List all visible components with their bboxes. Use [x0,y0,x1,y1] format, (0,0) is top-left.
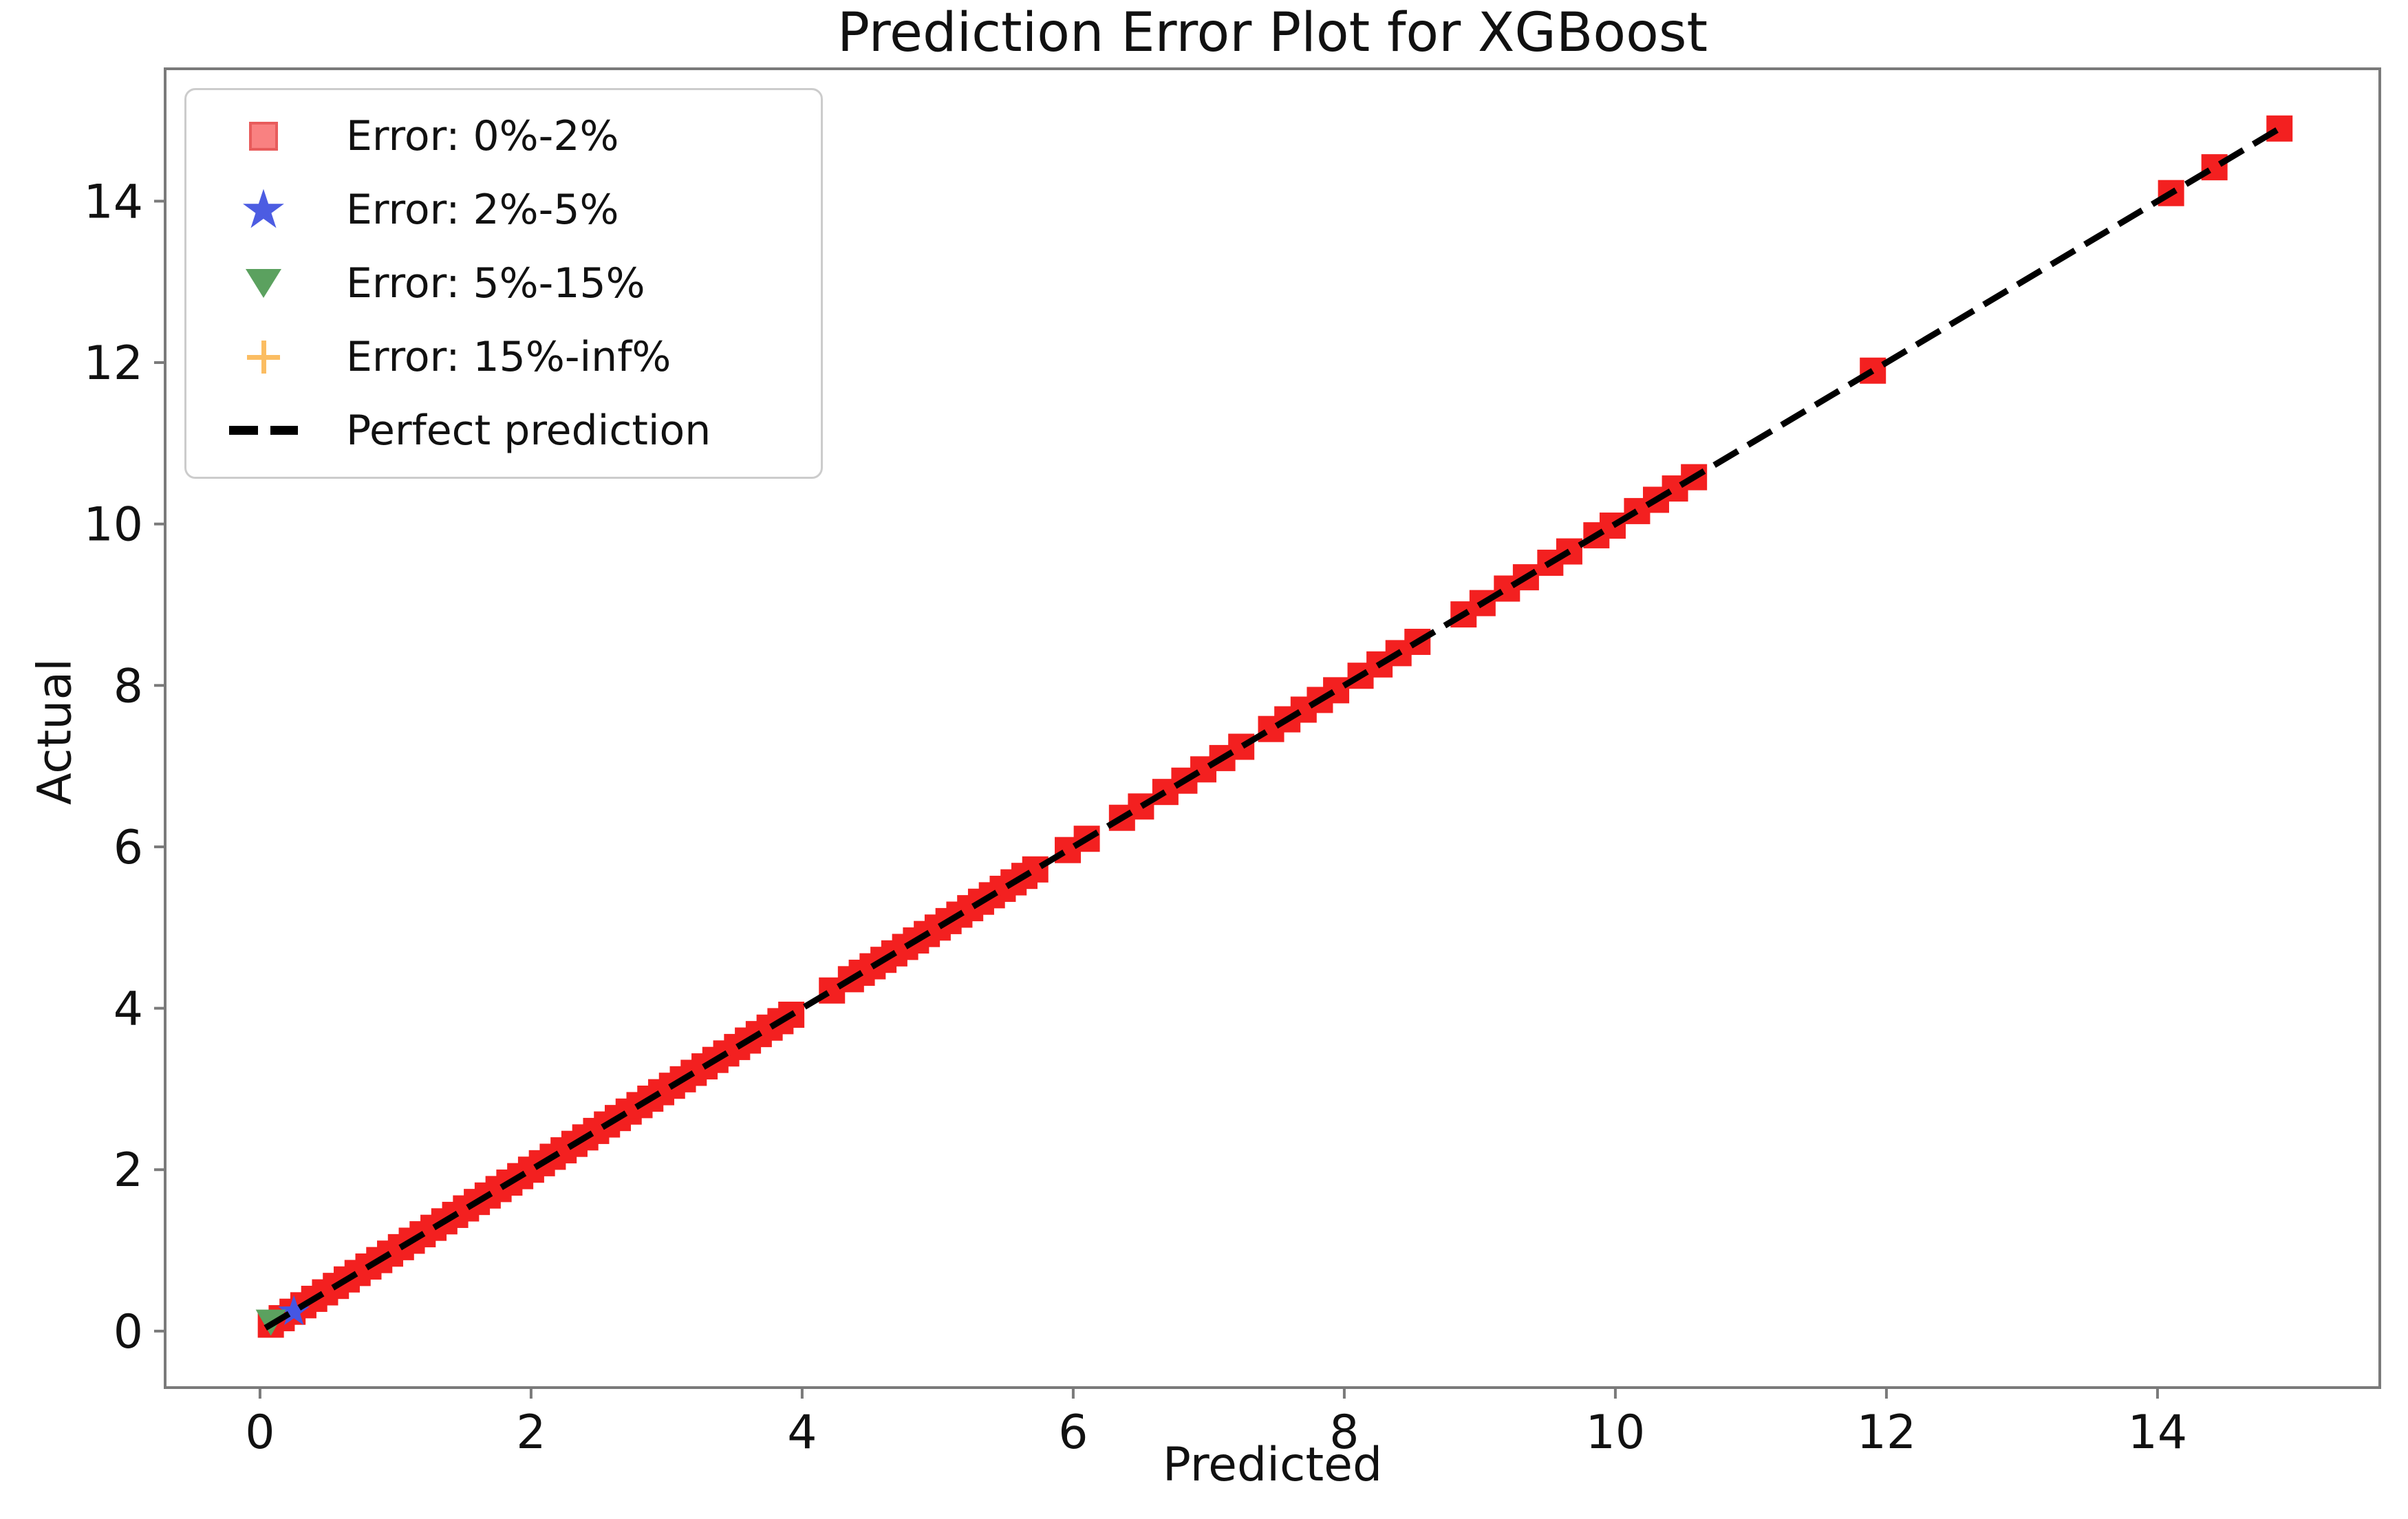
x-tick-label: 4 [787,1405,817,1460]
x-tick-label: 10 [1586,1405,1646,1460]
legend-label: Error: 0%-2% [346,112,619,161]
data-point-star [278,1295,310,1326]
plot-frame [164,67,2381,1389]
legend-label: Error: 5%-15% [346,259,645,308]
legend-item-error-0-2: Error: 0%-2% [186,100,821,173]
x-tick-label: 12 [1857,1405,1917,1460]
y-tick-label: 14 [83,175,143,229]
y-tick-label: 0 [114,1305,143,1359]
legend-item-perfect-prediction: Perfect prediction [186,394,821,467]
legend-label: Perfect prediction [346,406,711,455]
legend-label: Error: 15%-inf% [346,332,671,381]
x-tick-label: 0 [245,1405,275,1460]
legend-item-error-2-5: ★ Error: 2%-5% [186,173,821,246]
x-tick-label: 14 [2128,1405,2188,1460]
chart-title: Prediction Error Plot for XGBoost [837,2,1708,64]
x-axis-label: Predicted [1162,1438,1383,1492]
y-tick-label: 2 [114,1143,143,1198]
y-tick-label: 12 [83,336,143,391]
x-tick-label: 6 [1058,1405,1088,1460]
legend-box: Error: 0%-2% ★ Error: 2%-5% Error: 5%-15… [184,88,823,479]
y-axis-label: Actual [28,658,83,806]
y-tick-label: 10 [83,498,143,552]
y-tick-label: 8 [114,659,143,713]
legend-item-error-5-15: Error: 5%-15% [186,247,821,320]
axes: 0 2 4 6 8 10 12 14 0 2 4 6 8 10 12 14 [83,67,2381,1460]
y-tick-label: 6 [114,821,143,875]
y-tick-label: 4 [114,982,143,1037]
black-dashed-line-icon [229,426,298,435]
data-point-square [1128,793,1154,820]
x-tick-label: 2 [516,1405,546,1460]
red-square-icon [249,122,278,151]
blue-star-icon: ★ [239,179,288,241]
data-point-square [1599,513,1626,539]
legend-label: Error: 2%-5% [346,186,619,235]
x-tick-label: 8 [1329,1405,1359,1460]
legend-item-error-15-inf: Error: 15%-inf% [186,321,821,394]
orange-plus-icon [247,340,280,374]
green-triangle-down-icon [246,268,281,298]
